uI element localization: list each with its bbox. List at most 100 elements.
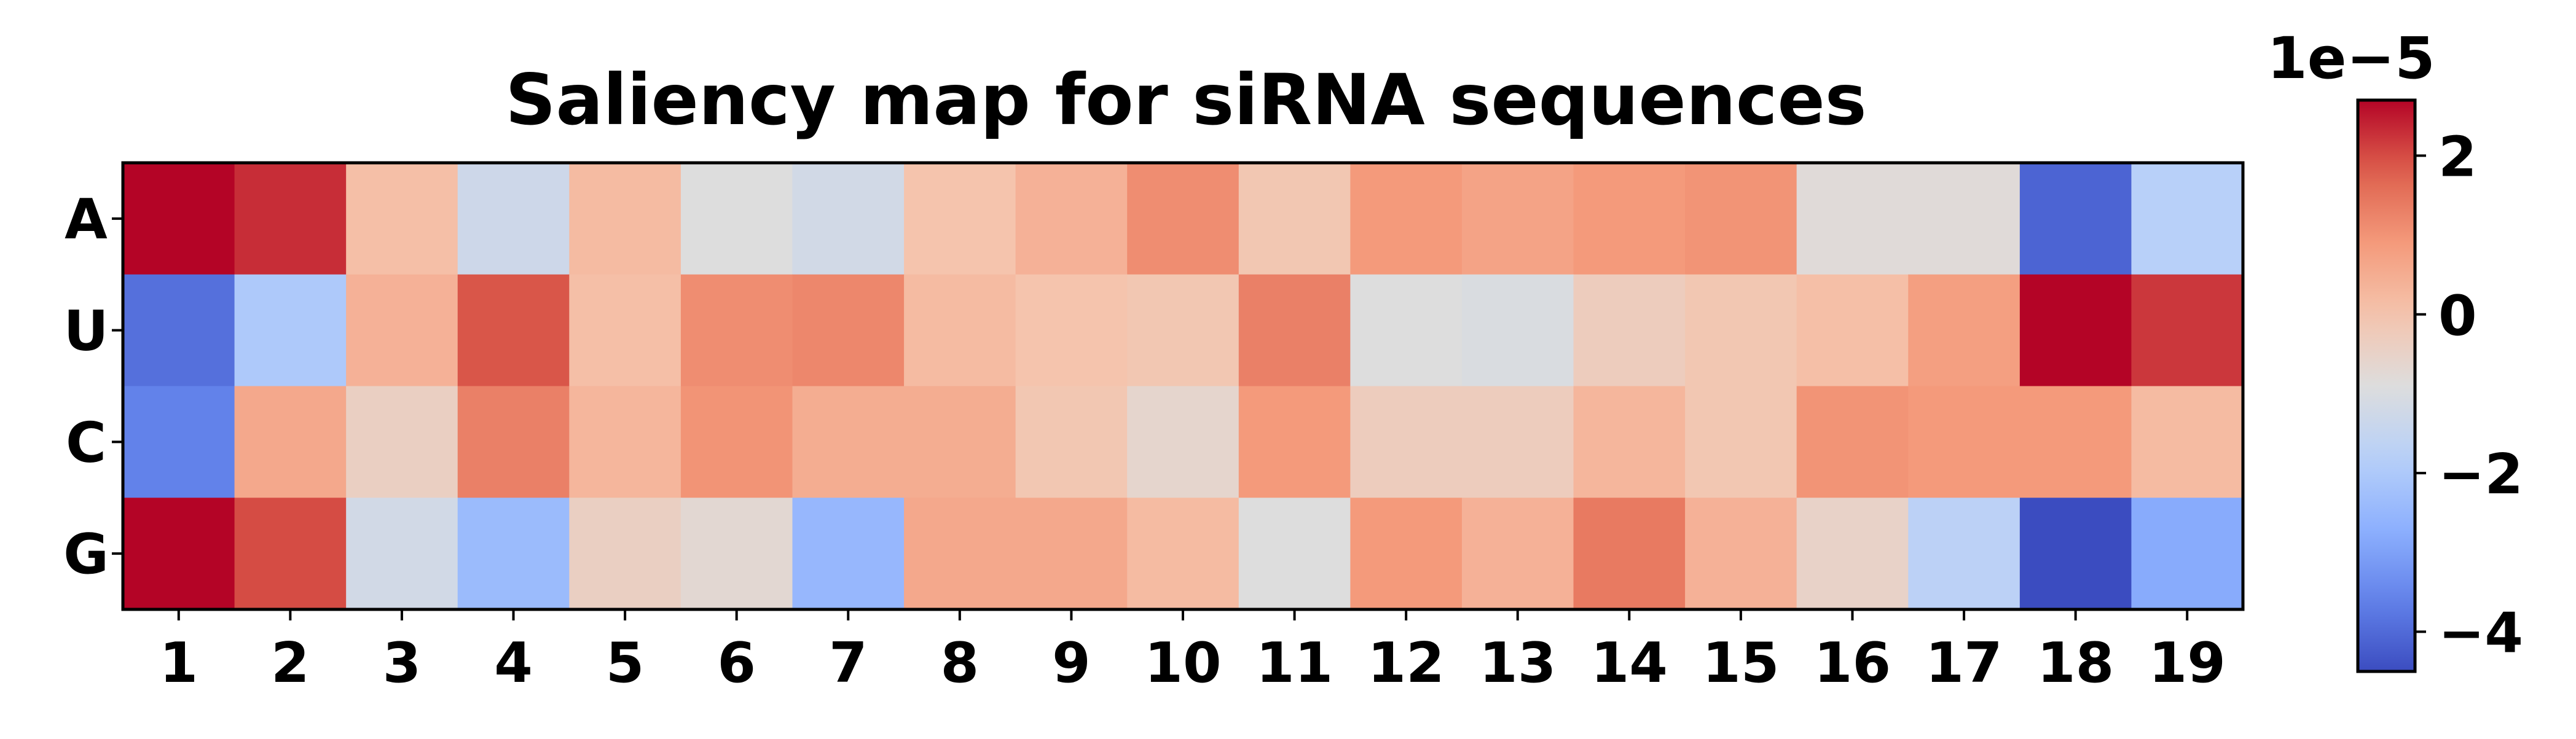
heatmap-cell <box>1350 498 1463 610</box>
heatmap-cell <box>1685 386 1797 498</box>
heatmap-cell <box>680 498 793 610</box>
heatmap-cell <box>1238 274 1351 387</box>
heatmap-cell <box>123 163 235 275</box>
heatmap-cell <box>1685 163 1797 275</box>
heatmap-cell <box>1350 163 1463 275</box>
heatmap-cell <box>234 386 347 498</box>
heatmap-cell <box>457 386 570 498</box>
heatmap-cell <box>2019 498 2132 610</box>
heatmap-cell <box>680 163 793 275</box>
colorbar: 2 0 −2 −4 1e−5 <box>2267 25 2523 673</box>
heatmap-cell <box>123 386 235 498</box>
heatmap-cell <box>1461 498 1574 610</box>
colorbar-offset-label: 1e−5 <box>2267 25 2435 92</box>
x-tick-label: 16 <box>1814 631 1891 695</box>
x-tick-label: 2 <box>271 631 310 695</box>
heatmap-cell <box>1461 386 1574 498</box>
heatmap-cell <box>1908 386 2020 498</box>
heatmap-cell <box>1015 163 1128 275</box>
heatmap-cell <box>2131 163 2244 275</box>
heatmap-cell <box>904 386 1016 498</box>
colorbar-tick-label: 0 <box>2438 284 2477 348</box>
colorbar-gradient <box>2358 100 2415 671</box>
x-tick-label: 12 <box>1368 631 1445 695</box>
heatmap-cell <box>457 274 570 387</box>
y-tick-label: A <box>65 187 108 252</box>
heatmap-cell <box>346 498 458 610</box>
heatmap-cell <box>234 274 347 387</box>
heatmap-cell <box>792 163 905 275</box>
x-tick-label: 3 <box>383 631 422 695</box>
heatmap-cell <box>904 163 1016 275</box>
heatmap-cell <box>569 163 681 275</box>
heatmap-cell <box>1015 498 1128 610</box>
heatmap-cell <box>792 274 905 387</box>
heatmap-cell <box>569 274 681 387</box>
heatmap-cell <box>1238 386 1351 498</box>
heatmap-cell <box>123 498 235 610</box>
x-tick-label: 8 <box>941 631 980 695</box>
heatmap-cell <box>1908 498 2020 610</box>
colorbar-tick-label: 2 <box>2438 125 2477 189</box>
heatmap-cell <box>123 274 235 387</box>
heatmap-cell <box>2019 163 2132 275</box>
heatmap-cell <box>904 498 1016 610</box>
heatmap-cell <box>346 163 458 275</box>
heatmap-cell <box>1350 274 1463 387</box>
heatmap-cell <box>1461 274 1574 387</box>
x-tick-label: 15 <box>1702 631 1779 695</box>
x-axis-ticks: 1 2 3 4 5 6 7 8 9 10 11 12 13 14 15 16 17 18 19 <box>159 609 2226 695</box>
heatmap-cell <box>457 498 570 610</box>
heatmap-cell <box>792 498 905 610</box>
x-tick-label: 14 <box>1591 631 1668 695</box>
heatmap-cell <box>1796 274 1909 387</box>
heatmap-cell <box>2019 386 2132 498</box>
x-tick-label: 9 <box>1052 631 1091 695</box>
colorbar-frame <box>2356 98 2417 673</box>
heatmap-cell <box>1796 163 1909 275</box>
heatmap-cell <box>680 274 793 387</box>
x-tick-label: 11 <box>1256 631 1333 695</box>
heatmap-cells <box>123 163 2244 610</box>
colorbar-ticks: 2 0 −2 −4 <box>2415 125 2523 665</box>
heatmap-cell <box>1015 386 1128 498</box>
heatmap-cell <box>1127 163 1239 275</box>
heatmap-cell <box>1238 163 1351 275</box>
x-tick-label: 19 <box>2149 631 2226 695</box>
x-tick-label: 13 <box>1479 631 1556 695</box>
heatmap-cell <box>1573 163 1686 275</box>
x-tick-label: 1 <box>159 631 198 695</box>
x-tick-label: 5 <box>606 631 645 695</box>
heatmap-cell <box>680 386 793 498</box>
heatmap-cell <box>457 163 570 275</box>
heatmap-cell <box>792 386 905 498</box>
chart-title: Saliency map for siRNA sequences <box>505 59 1866 141</box>
heatmap-cell <box>1127 274 1239 387</box>
x-tick-label: 6 <box>717 631 756 695</box>
heatmap-cell <box>1908 163 2020 275</box>
heatmap-cell <box>234 498 347 610</box>
heatmap-cell <box>1685 498 1797 610</box>
heatmap-cell <box>1350 386 1463 498</box>
heatmap-cell <box>2131 274 2244 387</box>
heatmap-cell <box>1796 498 1909 610</box>
heatmap-cell <box>2131 498 2244 610</box>
colorbar-tick-label: −2 <box>2438 442 2523 507</box>
heatmap-cell <box>569 498 681 610</box>
heatmap-cell <box>346 274 458 387</box>
y-tick-label: G <box>63 522 109 587</box>
heatmap-cell <box>1573 386 1686 498</box>
heatmap-cell <box>1573 498 1686 610</box>
heatmap-cell <box>1573 274 1686 387</box>
heatmap-cell <box>1127 386 1239 498</box>
colorbar-tick-label: −4 <box>2438 601 2523 665</box>
heatmap-cell <box>1238 498 1351 610</box>
heatmap-cell <box>2131 386 2244 498</box>
heatmap-cell <box>346 386 458 498</box>
heatmap-cell <box>2019 274 2132 387</box>
heatmap-cell <box>1908 274 2020 387</box>
y-tick-label: C <box>66 410 106 475</box>
x-tick-label: 10 <box>1144 631 1221 695</box>
